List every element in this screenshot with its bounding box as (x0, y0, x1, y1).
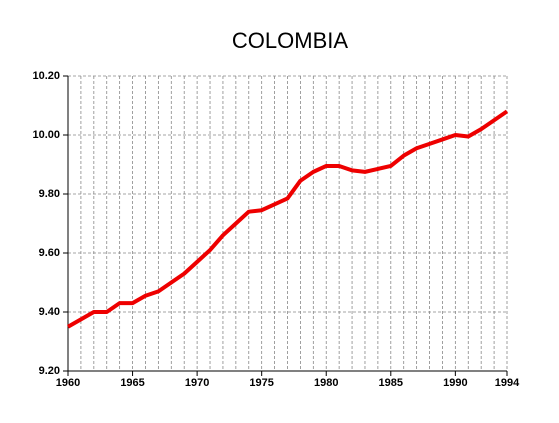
line (67, 109, 509, 329)
y-tick-label: 9.80 (39, 188, 60, 200)
y-tick-label: 10.20 (32, 70, 60, 82)
x-tick-label: 1994 (495, 377, 520, 389)
y-tick-label: 10.00 (32, 129, 60, 141)
x-tick-label: 1990 (443, 377, 467, 389)
x-tick-label: 1960 (56, 377, 80, 389)
x-tick-label: 1965 (120, 377, 144, 389)
x-tick-label: 1970 (185, 377, 209, 389)
x-tick-label: 1975 (249, 377, 273, 389)
x-tick-label: 1985 (379, 377, 403, 389)
y-tick-label: 9.60 (39, 247, 60, 259)
x-tick-label: 1980 (314, 377, 338, 389)
y-tick-label: 9.20 (39, 365, 60, 377)
chart-title: COLOMBIA (232, 28, 348, 53)
y-tick-label: 9.40 (39, 306, 60, 318)
